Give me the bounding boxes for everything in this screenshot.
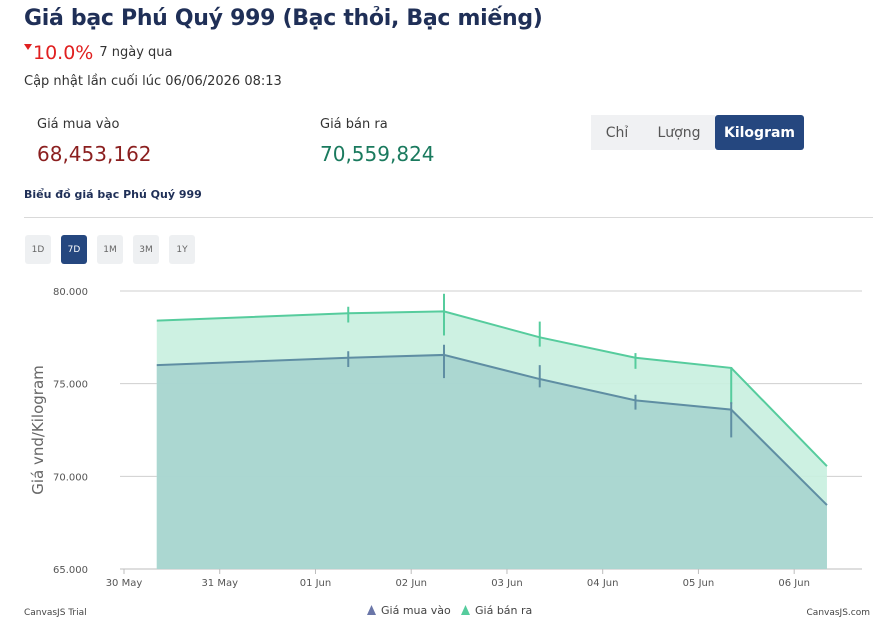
legend-marker	[461, 605, 470, 615]
y-tick-label: 65.000	[53, 565, 88, 576]
page-title: Giá bạc Phú Quý 999 (Bạc thỏi, Bạc miếng…	[24, 6, 543, 31]
unit-tab-luong[interactable]: Lượng	[643, 115, 715, 150]
y-tick-label: 75.000	[53, 380, 88, 391]
divider	[24, 217, 873, 218]
sell-price-value: 70,559,824	[320, 142, 435, 166]
sell-price-block: Giá bán ra 70,559,824	[320, 117, 435, 166]
chart-caption: Biểu đồ giá bạc Phú Quý 999	[24, 188, 202, 201]
y-tick-label: 70.000	[53, 472, 88, 483]
x-tick-label: 03 Jun	[491, 578, 523, 589]
buy-price-value: 68,453,162	[37, 142, 152, 166]
unit-tabs: Chỉ Lượng Kilogram	[591, 115, 804, 150]
caret-down-icon	[24, 44, 32, 50]
sell-price-label: Giá bán ra	[320, 117, 388, 132]
range-tab-7d[interactable]: 7D	[61, 235, 87, 264]
range-tab-1d[interactable]: 1D	[25, 235, 51, 264]
x-tick-label: 31 May	[201, 578, 238, 589]
unit-tab-chi[interactable]: Chỉ	[591, 115, 643, 150]
change-period-label: 7 ngày qua	[99, 45, 173, 60]
change-row: 10.0% 7 ngày qua	[24, 42, 173, 64]
x-tick-label: 02 Jun	[395, 578, 427, 589]
legend-marker	[367, 605, 376, 615]
change-value: 10.0%	[24, 42, 93, 64]
y-tick-label: 80.000	[53, 287, 88, 298]
canvasjs-trial-label: CanvasJS Trial	[24, 608, 87, 618]
x-tick-label: 01 Jun	[300, 578, 332, 589]
buy-price-label: Giá mua vào	[37, 117, 120, 132]
y-axis-title: Giá vnd/Kilogram	[29, 365, 47, 495]
unit-tab-kilogram[interactable]: Kilogram	[715, 115, 804, 150]
range-tab-3m[interactable]: 3M	[133, 235, 159, 264]
buy-series-area	[156, 354, 827, 569]
legend-label: Giá bán ra	[475, 604, 532, 617]
range-tab-1y[interactable]: 1Y	[169, 235, 195, 264]
buy-price-block: Giá mua vào 68,453,162	[37, 117, 152, 166]
change-percent: 10.0%	[33, 42, 94, 64]
legend-label: Giá mua vào	[381, 604, 451, 617]
x-tick-label: 30 May	[106, 578, 143, 589]
range-tab-1m[interactable]: 1M	[97, 235, 123, 264]
x-tick-label: 04 Jun	[587, 578, 619, 589]
x-tick-label: 06 Jun	[778, 578, 810, 589]
range-tabs: 1D 7D 1M 3M 1Y	[25, 235, 195, 264]
x-tick-label: 05 Jun	[683, 578, 715, 589]
canvasjs-credit-link[interactable]: CanvasJS.com	[806, 608, 870, 618]
last-updated: Cập nhật lần cuối lúc 06/06/2026 08:13	[24, 74, 282, 89]
